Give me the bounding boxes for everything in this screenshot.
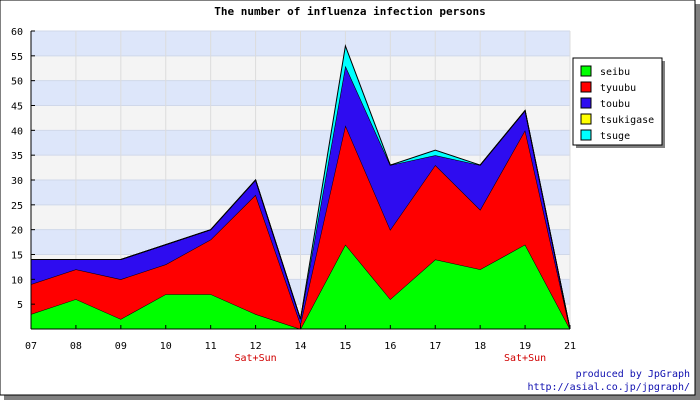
area-toubu — [31, 65, 570, 330]
y-tick-label: 20 — [11, 226, 23, 237]
x-tick-note: Sat+Sun — [235, 353, 277, 364]
x-tick-note: Sat+Sun — [504, 353, 546, 364]
legend-label: tsukigase — [600, 115, 654, 126]
x-tick-label: 15 — [339, 341, 351, 352]
x-tick-label: 09 — [115, 341, 127, 352]
x-tick-label: 14 — [294, 341, 306, 352]
legend-label: seibu — [600, 67, 630, 78]
x-tick-label: 10 — [160, 341, 172, 352]
legend-swatch-tsukigase — [580, 113, 592, 125]
credit-line-2[interactable]: http://asial.co.jp/jpgraph/ — [527, 382, 690, 393]
x-tick-label: 08 — [70, 341, 82, 352]
y-tick-label: 40 — [11, 126, 23, 137]
legend-label: tsuge — [600, 131, 630, 142]
legend-swatch-seibu — [580, 65, 592, 77]
y-tick-label: 45 — [11, 102, 23, 113]
x-tick-label: 16 — [384, 341, 396, 352]
area-seibu — [31, 244, 570, 329]
x-tick-label: 11 — [205, 341, 217, 352]
x-tick-label: 07 — [25, 341, 37, 352]
y-tick-label: 60 — [11, 27, 23, 38]
axes — [30, 30, 571, 330]
area-outline-tsuge — [31, 43, 571, 330]
y-tick-label: 5 — [17, 300, 23, 311]
y-tick-label: 15 — [11, 251, 23, 262]
legend-label: toubu — [600, 99, 630, 110]
legend-swatch-toubu — [580, 97, 592, 109]
legend-swatch-tyuubu — [580, 81, 592, 93]
x-tick-label: 19 — [519, 341, 531, 352]
y-tick-label: 25 — [11, 201, 23, 212]
y-tick-labels: 5 10 15 20 25 30 35 40 45 50 55 60 — [11, 27, 23, 311]
x-tick-label: 21 — [564, 341, 576, 352]
y-tick-label: 10 — [11, 275, 23, 286]
x-tick-label: 18 — [474, 341, 486, 352]
x-tick-label: 17 — [429, 341, 441, 352]
x-tick-label: 12 — [250, 341, 262, 352]
area-tyuubu — [31, 125, 570, 330]
y-tick-label: 30 — [11, 176, 23, 187]
y-tick-label: 50 — [11, 77, 23, 88]
stacked-areas — [30, 43, 571, 330]
legend: seibu tyuubu toubu tsukigase tsuge — [572, 57, 665, 148]
chart-title: The number of influenza infection person… — [214, 5, 486, 18]
y-tick-label: 35 — [11, 151, 23, 162]
credit-line-1: produced by JpGraph — [576, 369, 690, 380]
y-tick-label: 55 — [11, 52, 23, 63]
legend-swatch-tsuge — [580, 129, 592, 141]
legend-label: tyuubu — [600, 83, 636, 94]
